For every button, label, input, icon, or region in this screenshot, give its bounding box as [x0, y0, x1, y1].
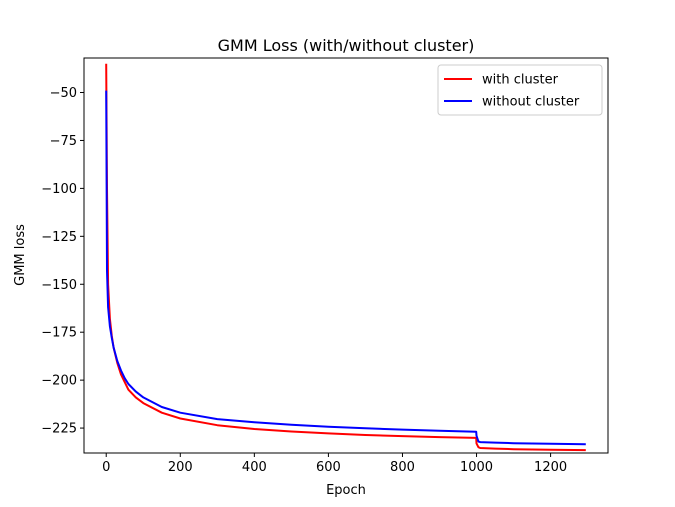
x-tick-label: 1000	[460, 460, 493, 475]
series-line-0	[105, 63, 586, 452]
y-tick-label: −225	[41, 422, 77, 437]
x-axis: 0 200 400 600 800 1000 1200	[102, 453, 567, 475]
x-axis-label: Epoch	[326, 483, 366, 498]
legend: with cluster without cluster	[437, 64, 603, 116]
y-tick-label: −100	[41, 182, 77, 197]
x-tick-label: 0	[102, 460, 110, 475]
legend-label: with cluster	[482, 73, 559, 88]
x-tick-label: 800	[390, 460, 415, 475]
y-tick-label: −50	[50, 86, 77, 101]
series-line-1	[105, 90, 586, 446]
y-tick-label: −175	[41, 326, 77, 341]
y-axis-label: GMM loss	[13, 224, 28, 286]
plot-area	[83, 57, 609, 454]
y-axis: −50 −75 −100 −125 −150 −175 −200 −225	[41, 86, 84, 437]
x-tick-label: 600	[316, 460, 341, 475]
y-tick-label: −200	[41, 374, 77, 389]
legend-label: without cluster	[482, 95, 580, 110]
y-tick-label: −125	[41, 230, 77, 245]
y-tick-label: −75	[50, 134, 77, 149]
x-tick-label: 200	[168, 460, 193, 475]
legend-box	[437, 64, 603, 116]
plot-frame	[83, 57, 609, 454]
x-tick-label: 400	[242, 460, 267, 475]
chart-title: GMM Loss (with/without cluster)	[218, 36, 475, 55]
x-tick-label: 1200	[534, 460, 567, 475]
y-tick-label: −150	[41, 278, 77, 293]
